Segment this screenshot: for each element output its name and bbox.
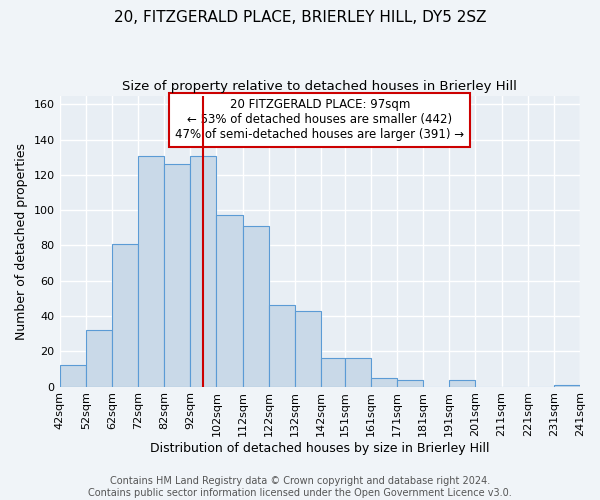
X-axis label: Distribution of detached houses by size in Brierley Hill: Distribution of detached houses by size … — [150, 442, 490, 455]
Bar — [86, 330, 112, 386]
Text: Contains HM Land Registry data © Crown copyright and database right 2024.
Contai: Contains HM Land Registry data © Crown c… — [88, 476, 512, 498]
Bar — [397, 380, 423, 386]
Bar — [242, 226, 269, 386]
Bar — [138, 156, 164, 386]
Title: Size of property relative to detached houses in Brierley Hill: Size of property relative to detached ho… — [122, 80, 517, 93]
Bar — [217, 216, 242, 386]
Bar — [295, 310, 321, 386]
Bar — [190, 156, 217, 386]
Text: 20 FITZGERALD PLACE: 97sqm
← 53% of detached houses are smaller (442)
47% of sem: 20 FITZGERALD PLACE: 97sqm ← 53% of deta… — [175, 98, 464, 142]
Bar — [344, 358, 371, 386]
Bar — [554, 385, 580, 386]
Bar — [321, 358, 344, 386]
Y-axis label: Number of detached properties: Number of detached properties — [15, 142, 28, 340]
Text: 20, FITZGERALD PLACE, BRIERLEY HILL, DY5 2SZ: 20, FITZGERALD PLACE, BRIERLEY HILL, DY5… — [114, 10, 486, 25]
Bar — [112, 244, 138, 386]
Bar — [269, 306, 295, 386]
Bar — [449, 380, 475, 386]
Bar — [59, 366, 86, 386]
Bar — [371, 378, 397, 386]
Bar — [164, 164, 190, 386]
